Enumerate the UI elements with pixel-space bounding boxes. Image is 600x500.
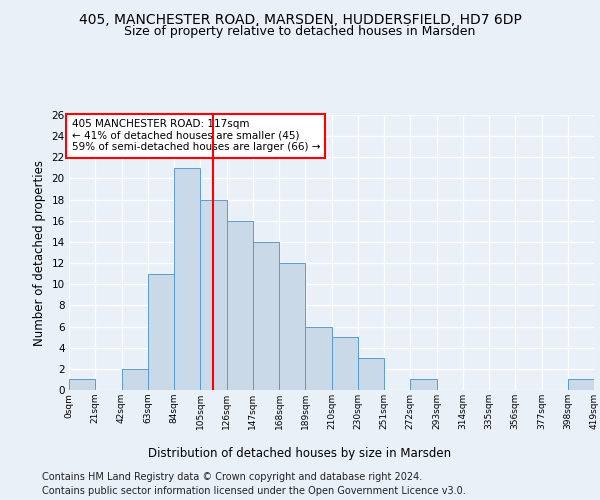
Text: Contains public sector information licensed under the Open Government Licence v3: Contains public sector information licen… (42, 486, 466, 496)
Bar (253, 242, 279, 390)
Bar (568, 380, 594, 390)
Bar (279, 263, 305, 390)
Bar (174, 168, 200, 390)
Text: Size of property relative to detached houses in Marsden: Size of property relative to detached ho… (124, 25, 476, 38)
Bar (148, 274, 174, 390)
Bar (358, 358, 384, 390)
Y-axis label: Number of detached properties: Number of detached properties (33, 160, 46, 346)
Bar (200, 200, 227, 390)
Bar (331, 337, 358, 390)
Text: 405 MANCHESTER ROAD: 117sqm
← 41% of detached houses are smaller (45)
59% of sem: 405 MANCHESTER ROAD: 117sqm ← 41% of det… (71, 119, 320, 152)
Bar (227, 221, 253, 390)
Bar (410, 380, 437, 390)
Bar (305, 326, 331, 390)
Bar (121, 369, 148, 390)
Text: Distribution of detached houses by size in Marsden: Distribution of detached houses by size … (148, 448, 452, 460)
Text: 405, MANCHESTER ROAD, MARSDEN, HUDDERSFIELD, HD7 6DP: 405, MANCHESTER ROAD, MARSDEN, HUDDERSFI… (79, 12, 521, 26)
Bar (69, 380, 95, 390)
Text: Contains HM Land Registry data © Crown copyright and database right 2024.: Contains HM Land Registry data © Crown c… (42, 472, 422, 482)
